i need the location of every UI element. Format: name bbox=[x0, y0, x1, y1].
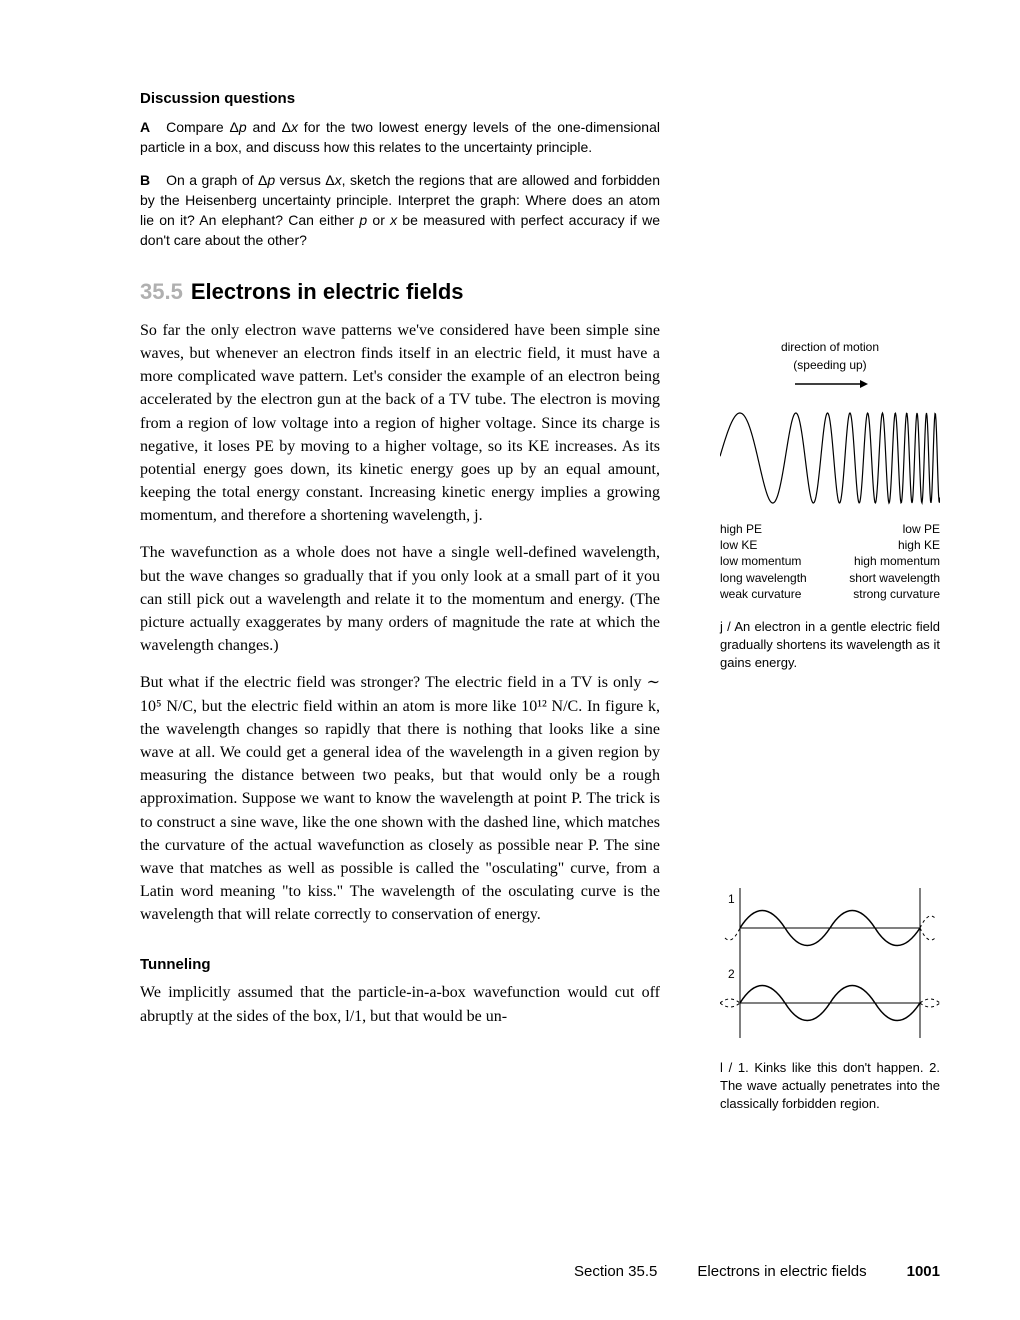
fig-j-caption-top-1: direction of motion bbox=[720, 340, 940, 354]
fig-j-caption-top-2: (speeding up) bbox=[720, 358, 940, 372]
fig-j-right-4: short wavelength bbox=[849, 570, 940, 586]
body-paragraph-3: But what if the electric field was stron… bbox=[140, 671, 660, 926]
dq-a-text: Compare Δp and Δx for the two lowest ene… bbox=[140, 119, 660, 155]
tunneling-paragraph: We implicitly assumed that the particle-… bbox=[140, 981, 660, 1027]
fig-j-caption: j / An electron in a gentle electric fie… bbox=[720, 618, 940, 673]
fig-j-right-2: high KE bbox=[849, 537, 940, 553]
discussion-question-b: BOn a graph of Δp versus Δx, sketch the … bbox=[140, 170, 660, 251]
dq-b-label: B bbox=[140, 172, 150, 188]
fig-j-left-4: long wavelength bbox=[720, 570, 807, 586]
fig-j-right-5: strong curvature bbox=[849, 586, 940, 602]
page-footer: Section 35.5 Electrons in electric field… bbox=[140, 1263, 940, 1280]
fig-j-labels: high PE low KE low momentum long wavelen… bbox=[720, 521, 940, 602]
fig-l: 1 2 bbox=[720, 883, 940, 1043]
fig-j-right-3: high momentum bbox=[849, 553, 940, 569]
fig-j-right-1: low PE bbox=[849, 521, 940, 537]
fig-j-arrow-icon bbox=[720, 376, 940, 397]
dq-a-label: A bbox=[140, 119, 150, 135]
section-heading: 35.5 Electrons in electric fields bbox=[140, 279, 660, 305]
fig-j-left-5: weak curvature bbox=[720, 586, 807, 602]
discussion-heading: Discussion questions bbox=[140, 90, 660, 107]
fig-l-caption: l / 1. Kinks like this don't happen. 2. … bbox=[720, 1059, 940, 1114]
footer-section: Section 35.5 bbox=[574, 1263, 657, 1280]
fig-j-left-1: high PE bbox=[720, 521, 807, 537]
fig-l-label-1: 1 bbox=[728, 892, 735, 906]
footer-title: Electrons in electric fields bbox=[697, 1263, 866, 1280]
fig-j-left-2: low KE bbox=[720, 537, 807, 553]
footer-page-number: 1001 bbox=[907, 1263, 940, 1280]
tunneling-heading: Tunneling bbox=[140, 956, 660, 973]
discussion-question-a: ACompare Δp and Δx for the two lowest en… bbox=[140, 117, 660, 158]
section-number: 35.5 bbox=[140, 279, 183, 304]
dq-b-text: On a graph of Δp versus Δx, sketch the r… bbox=[140, 172, 660, 249]
section-title: Electrons in electric fields bbox=[191, 279, 464, 304]
body-paragraph-2: The wavefunction as a whole does not hav… bbox=[140, 541, 660, 657]
body-paragraph-1: So far the only electron wave patterns w… bbox=[140, 319, 660, 528]
fig-j-left-3: low momentum bbox=[720, 553, 807, 569]
fig-j-wave bbox=[720, 403, 940, 513]
fig-l-label-2: 2 bbox=[728, 967, 735, 981]
